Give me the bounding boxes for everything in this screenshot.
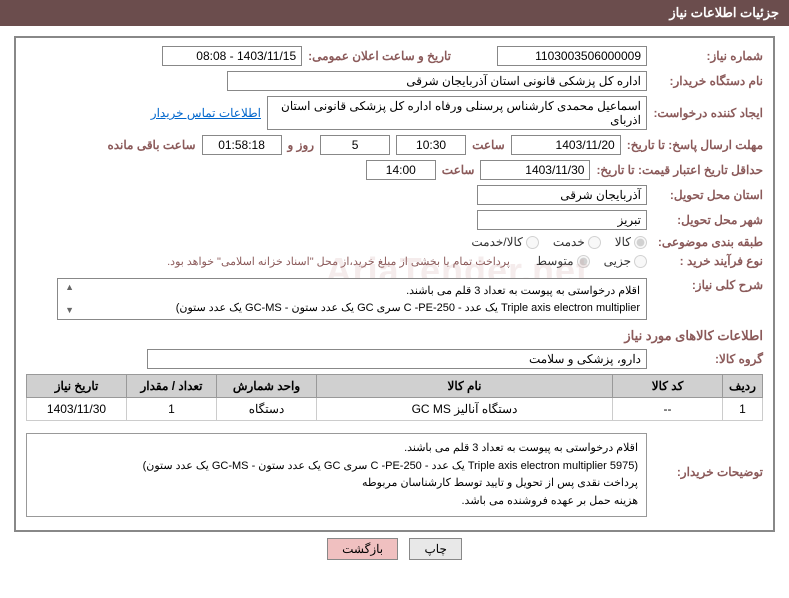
desc-line4: هزینه حمل بر عهده فروشنده می باشد. bbox=[35, 493, 638, 511]
need-no-value: 1103003506000009 bbox=[497, 46, 647, 66]
city-label: شهر محل تحویل: bbox=[653, 213, 763, 227]
cell-row: 1 bbox=[723, 398, 763, 421]
cell-qty: 1 bbox=[127, 398, 217, 421]
cell-name: دستگاه آنالیز GC MS bbox=[317, 398, 613, 421]
remain-label: ساعت باقی مانده bbox=[107, 138, 195, 152]
buyer-desc-box: اقلام درخواستی به پیوست به تعداد 3 قلم م… bbox=[26, 433, 647, 517]
th-date: تاریخ نیاز bbox=[27, 375, 127, 398]
need-no-label: شماره نیاز: bbox=[653, 49, 763, 63]
summary-line2: (یک عدد ستون GC-MS - یک عدد ستون GC سری … bbox=[64, 300, 640, 317]
group-value: دارو، پزشکی و سلامت bbox=[147, 349, 647, 369]
page-header: جزئیات اطلاعات نیاز bbox=[0, 0, 789, 26]
summary-label: شرح کلی نیاز: bbox=[653, 278, 763, 292]
main-form: شماره نیاز: 1103003506000009 تاریخ و ساع… bbox=[14, 36, 775, 532]
process-radios: جزیی متوسط bbox=[536, 254, 647, 268]
reply-deadline-label: مهلت ارسال پاسخ: تا تاریخ: bbox=[627, 138, 763, 152]
th-code: کد کالا bbox=[613, 375, 723, 398]
process-label: نوع فرآیند خرید : bbox=[653, 254, 763, 268]
category-radios: کالا خدمت کالا/خدمت bbox=[471, 235, 647, 249]
validity-date: 1403/11/30 bbox=[480, 160, 590, 180]
table-row: 1 -- دستگاه آنالیز GC MS دستگاه 1 1403/1… bbox=[27, 398, 763, 421]
radio-goods[interactable]: کالا bbox=[615, 235, 647, 249]
radio-service[interactable]: خدمت bbox=[553, 235, 601, 249]
goods-section-title: اطلاعات کالاهای مورد نیاز bbox=[26, 328, 763, 344]
reply-time: 10:30 bbox=[396, 135, 466, 155]
radio-both[interactable]: کالا/خدمت bbox=[471, 235, 538, 249]
payment-note: پرداخت تمام یا بخشی از مبلغ خرید،از محل … bbox=[167, 255, 510, 268]
cell-code: -- bbox=[613, 398, 723, 421]
back-button[interactable]: بازگشت bbox=[327, 538, 398, 560]
countdown: 01:58:18 bbox=[202, 135, 282, 155]
announce-label: تاریخ و ساعت اعلان عمومی: bbox=[308, 49, 451, 63]
goods-table: ردیف کد کالا نام کالا واحد شمارش تعداد /… bbox=[26, 374, 763, 421]
th-unit: واحد شمارش bbox=[217, 375, 317, 398]
print-button[interactable]: چاپ bbox=[409, 538, 461, 560]
category-label: طبقه بندی موضوعی: bbox=[653, 235, 763, 249]
buyer-org-value: اداره کل پزشکی قانونی استان آذربایجان شر… bbox=[227, 71, 647, 91]
th-row: ردیف bbox=[723, 375, 763, 398]
desc-line1: اقلام درخواستی به پیوست به تعداد 3 قلم م… bbox=[35, 440, 638, 458]
th-qty: تعداد / مقدار bbox=[127, 375, 217, 398]
page-title: جزئیات اطلاعات نیاز bbox=[669, 5, 779, 20]
time-label-1: ساعت bbox=[472, 138, 505, 152]
summary-textarea[interactable]: ▲▼ اقلام درخواستی به پیوست به تعداد 3 قل… bbox=[57, 278, 647, 320]
buyer-org-label: نام دستگاه خریدار: bbox=[653, 74, 763, 88]
summary-line1: اقلام درخواستی به پیوست به تعداد 3 قلم م… bbox=[64, 283, 640, 300]
desc-line3: پرداخت نقدی پس از تحویل و تایید توسط کار… bbox=[35, 475, 638, 493]
time-label-2: ساعت bbox=[442, 163, 475, 177]
requester-value: اسماعیل محمدی کارشناس پرسنلی ورفاه اداره… bbox=[267, 96, 647, 130]
radio-minor[interactable]: جزیی bbox=[604, 254, 647, 268]
th-name: نام کالا bbox=[317, 375, 613, 398]
validity-label: حداقل تاریخ اعتبار قیمت: تا تاریخ: bbox=[596, 163, 763, 177]
province-value: آذربایجان شرقی bbox=[477, 185, 647, 205]
contact-link[interactable]: اطلاعات تماس خریدار bbox=[151, 106, 261, 120]
radio-medium[interactable]: متوسط bbox=[536, 254, 590, 268]
cell-unit: دستگاه bbox=[217, 398, 317, 421]
province-label: استان محل تحویل: bbox=[653, 188, 763, 202]
reply-date: 1403/11/20 bbox=[511, 135, 621, 155]
announce-value: 1403/11/15 - 08:08 bbox=[162, 46, 302, 66]
scroll-icon[interactable]: ▲▼ bbox=[60, 281, 74, 317]
days-value: 5 bbox=[320, 135, 390, 155]
days-label: روز و bbox=[288, 138, 315, 152]
validity-time: 14:00 bbox=[366, 160, 436, 180]
buyer-desc-label: توضیحات خریدار: bbox=[653, 465, 763, 479]
cell-date: 1403/11/30 bbox=[27, 398, 127, 421]
table-header-row: ردیف کد کالا نام کالا واحد شمارش تعداد /… bbox=[27, 375, 763, 398]
city-value: تبریز bbox=[477, 210, 647, 230]
button-bar: چاپ بازگشت bbox=[0, 538, 789, 560]
group-label: گروه کالا: bbox=[653, 352, 763, 366]
desc-line2: (یک عدد ستون GC-MS - یک عدد ستون GC سری … bbox=[35, 458, 638, 476]
requester-label: ایجاد کننده درخواست: bbox=[653, 106, 763, 120]
